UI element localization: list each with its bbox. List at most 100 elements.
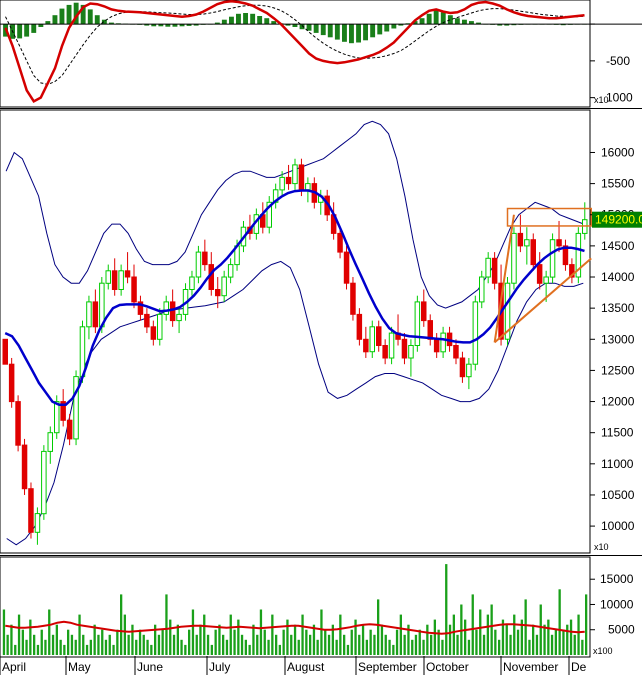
macd-histogram-bar xyxy=(349,24,354,44)
candle-body xyxy=(215,289,221,297)
macd-panel: -500 1000 x10 xyxy=(0,0,642,108)
volume-y-axis: 5000 10000 15000 xyxy=(590,572,635,637)
volume-bar xyxy=(157,634,161,655)
macd-histogram-bar xyxy=(384,24,390,32)
candle-body xyxy=(491,257,498,284)
macd-histogram-bar xyxy=(320,24,326,36)
volume-bar xyxy=(309,634,312,655)
volume-bar xyxy=(154,624,157,655)
volume-bar xyxy=(44,639,47,655)
macd-histogram xyxy=(0,2,642,44)
candle-body xyxy=(440,332,446,353)
macd-histogram-bar xyxy=(236,13,241,25)
volume-bar xyxy=(320,609,323,655)
volume-bar xyxy=(445,564,448,655)
volume-bar xyxy=(218,624,221,655)
candle-body xyxy=(15,401,21,446)
candle-body xyxy=(202,251,208,266)
volume-bar xyxy=(85,644,89,655)
last-price-label: 149200.0 xyxy=(595,213,642,227)
candle-body xyxy=(524,239,530,247)
volume-bar xyxy=(501,619,505,655)
bollinger-lower-band xyxy=(6,260,584,546)
macd-multiplier-label: x10 xyxy=(594,95,609,105)
macd-histogram-bar xyxy=(419,18,425,25)
volume-bar xyxy=(131,624,134,655)
volume-bar xyxy=(562,629,565,655)
volume-bar xyxy=(581,639,584,655)
volume-bar xyxy=(74,639,77,655)
month-axis: April May June July August September October No… xyxy=(0,656,587,675)
candle-body xyxy=(285,176,292,185)
volume-bar xyxy=(135,639,138,655)
price-y-tick-label: 13500 xyxy=(601,301,635,315)
last-price-badge: 149200.0 xyxy=(592,211,642,228)
volume-bar xyxy=(89,639,92,655)
volume-bar xyxy=(509,634,512,655)
candle-body xyxy=(118,270,124,290)
volume-bar xyxy=(206,634,210,655)
volume-bar xyxy=(40,629,43,655)
volume-bar xyxy=(48,609,51,655)
volume-bar xyxy=(569,619,573,655)
candle-body xyxy=(189,276,195,290)
volume-bar xyxy=(14,644,17,655)
volume-bar xyxy=(21,629,24,655)
volume-bar xyxy=(191,609,195,655)
volume-bar xyxy=(116,629,119,655)
volume-bar xyxy=(138,629,142,655)
resistance-box xyxy=(506,207,592,227)
macd-histogram-bar xyxy=(377,24,383,35)
candle-body xyxy=(176,313,182,322)
month-label: September xyxy=(358,660,417,674)
volume-bar xyxy=(263,629,266,655)
macd-histogram-bar xyxy=(398,24,404,26)
volume-bars xyxy=(2,564,588,655)
volume-bar xyxy=(10,624,13,655)
volume-bar xyxy=(150,644,153,655)
volume-bar xyxy=(70,634,74,655)
volume-bar xyxy=(25,639,28,655)
macd-histogram-bar xyxy=(94,15,100,24)
macd-histogram-bar xyxy=(109,22,114,25)
macd-histogram-bar xyxy=(469,21,474,24)
volume-bar xyxy=(316,639,319,655)
macd-signal-line xyxy=(5,4,585,85)
volume-bar xyxy=(448,624,452,655)
volume-bar xyxy=(550,634,554,655)
volume-bar xyxy=(282,629,285,655)
volume-bar xyxy=(520,619,523,655)
macd-histogram-bar xyxy=(370,24,376,38)
volume-bar xyxy=(286,619,289,655)
price-y-tick-label: 11000 xyxy=(601,457,634,471)
volume-bar xyxy=(176,624,179,655)
volume-bar xyxy=(240,634,244,655)
volume-bar xyxy=(452,614,455,655)
macd-histogram-bar xyxy=(172,24,178,27)
volume-bar xyxy=(180,639,183,655)
macd-histogram-bar xyxy=(45,21,51,24)
volume-bar xyxy=(456,634,459,655)
volume-bar xyxy=(373,634,376,655)
macd-histogram-bar xyxy=(511,24,517,26)
last-price-badge-bg xyxy=(592,211,642,228)
candle-body xyxy=(414,301,421,346)
volume-bar xyxy=(395,629,399,655)
candle-body xyxy=(459,357,466,378)
volume-bar xyxy=(222,634,225,655)
volume-bar xyxy=(577,614,580,655)
volume-bar xyxy=(573,634,576,655)
month-label: De xyxy=(571,660,587,674)
volume-bar xyxy=(2,609,6,655)
candle-body xyxy=(86,301,92,328)
price-panel: 10000 10500 11000 11500 12000 12500 13000 13500… xyxy=(0,109,642,554)
volume-bar xyxy=(259,609,263,655)
volume-bar xyxy=(17,614,21,655)
macd-histogram-bar xyxy=(17,24,23,39)
volume-bar xyxy=(327,634,331,655)
candle-body xyxy=(169,301,176,322)
candle-body xyxy=(485,257,491,278)
volume-bar xyxy=(339,614,342,655)
candle-body xyxy=(144,313,150,328)
volume-bar xyxy=(290,634,293,655)
